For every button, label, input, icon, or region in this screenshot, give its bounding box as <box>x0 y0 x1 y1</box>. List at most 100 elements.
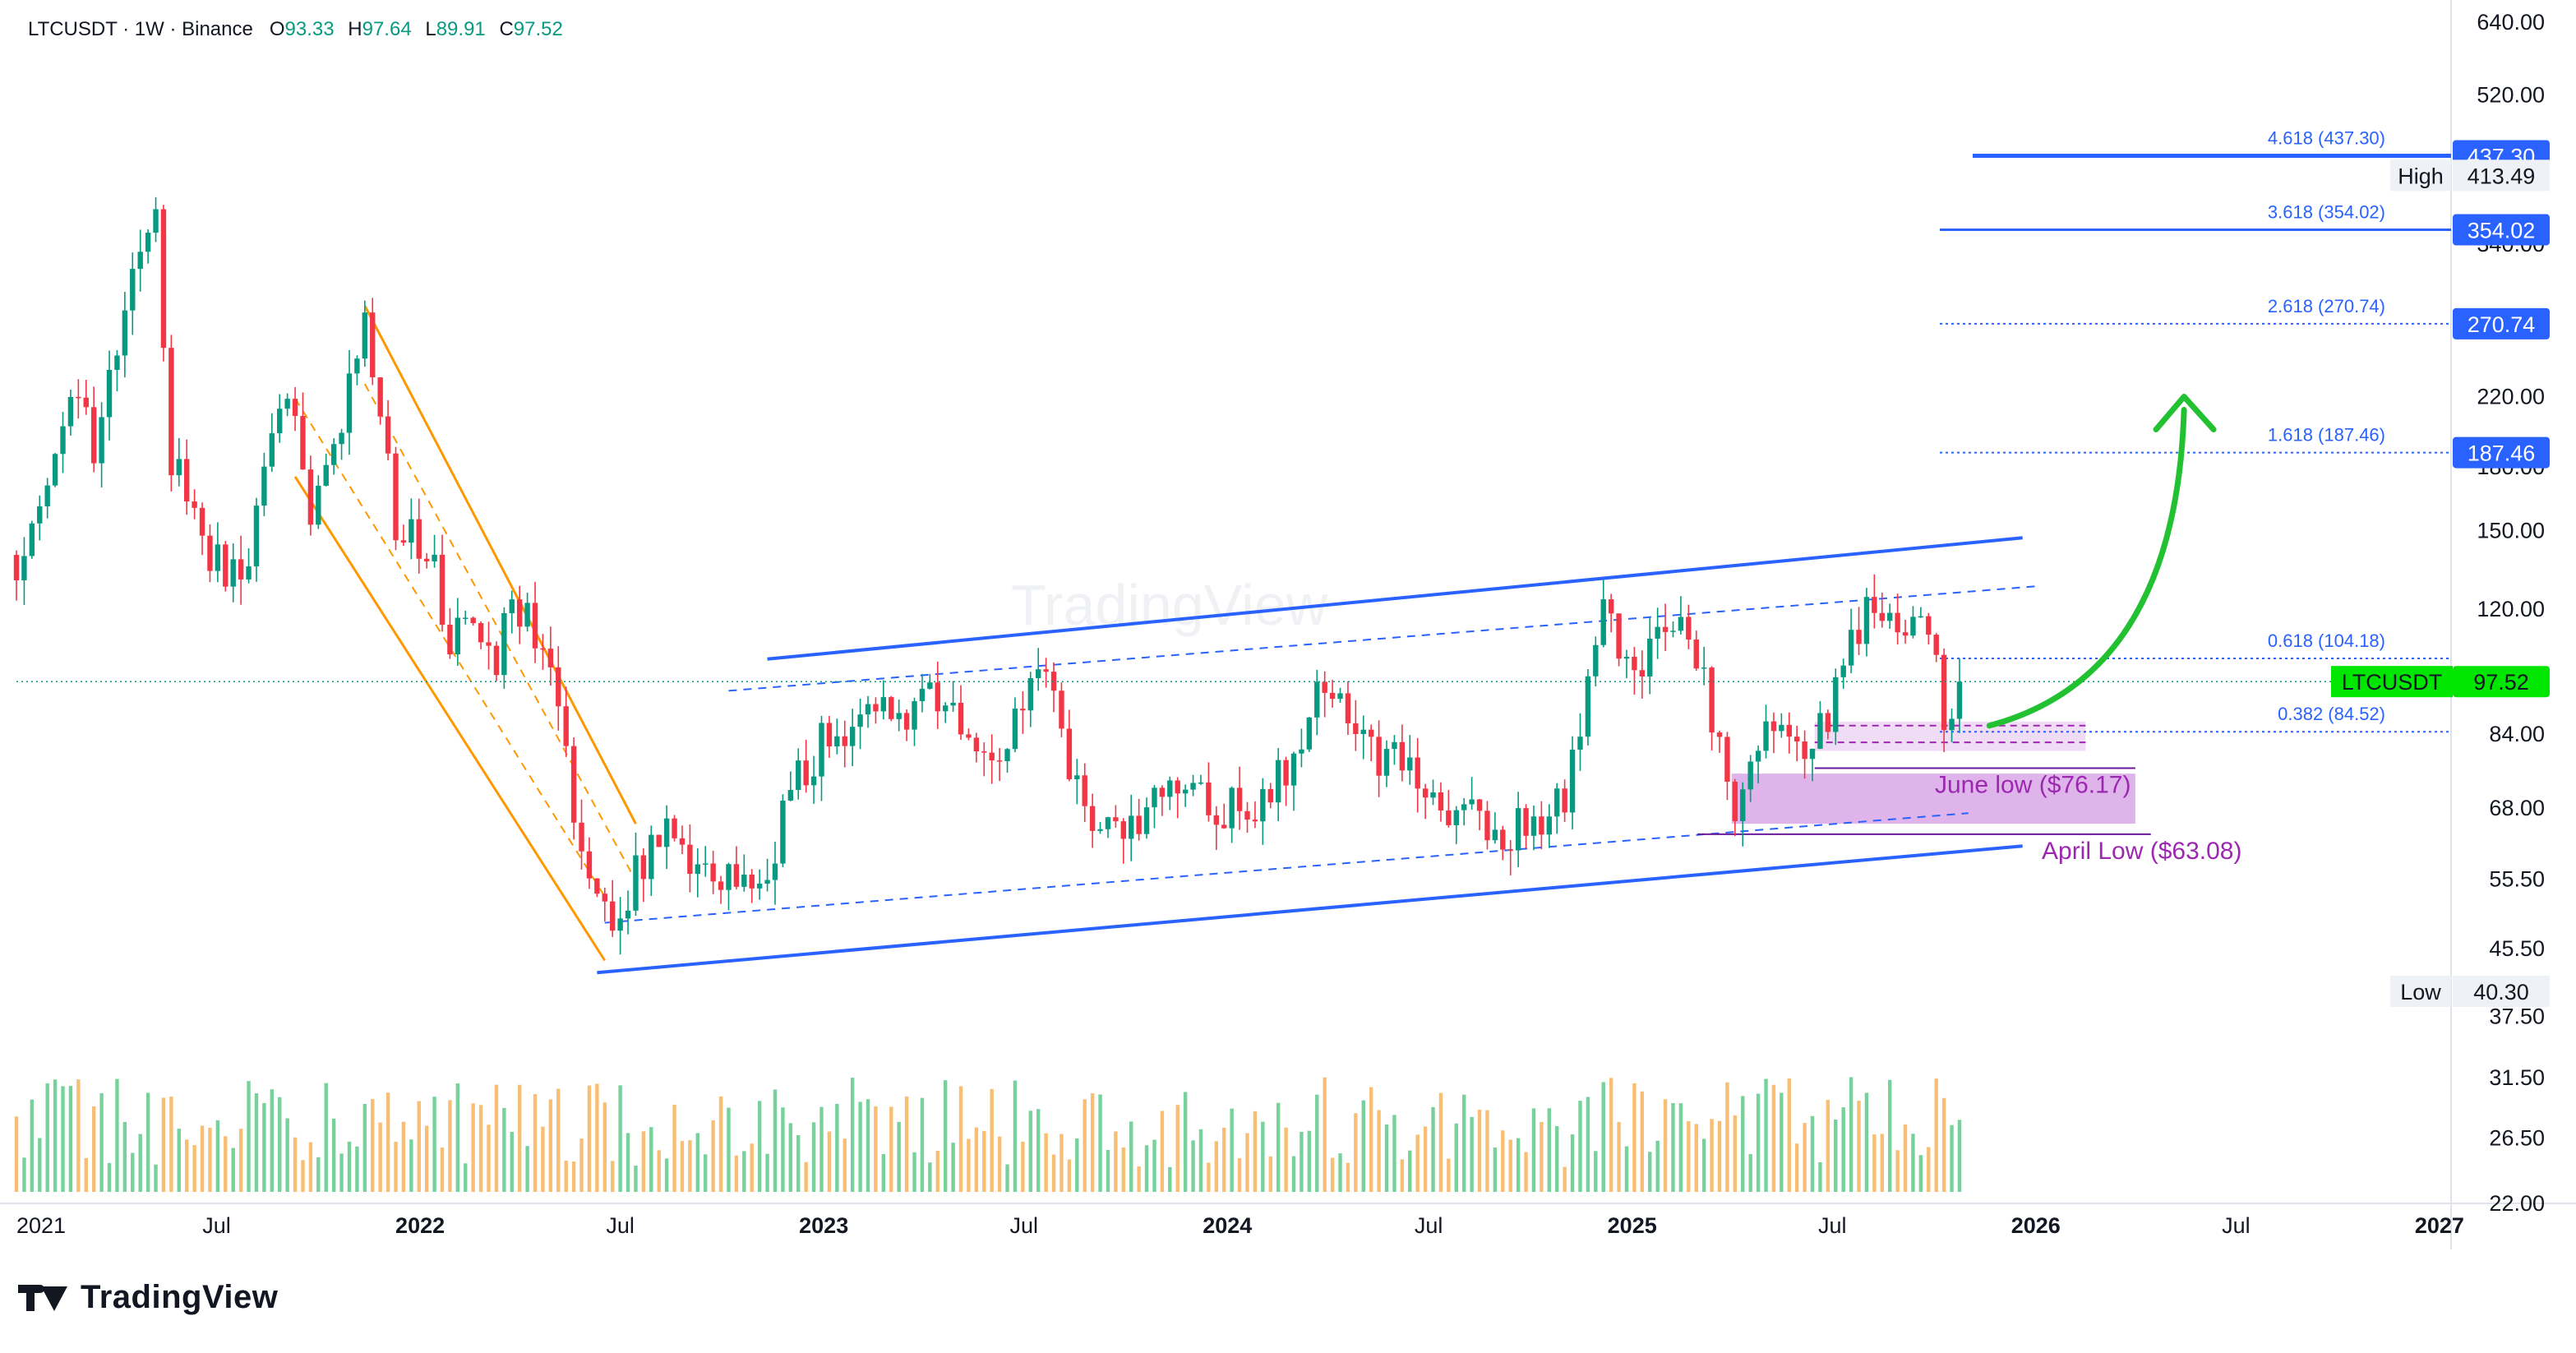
volume-bar <box>161 1097 166 1192</box>
candle-body <box>1392 741 1397 750</box>
volume-bar <box>1392 1115 1396 1192</box>
volume-bar <box>494 1084 499 1192</box>
volume-bar <box>1261 1121 1265 1192</box>
volume-bar <box>145 1092 150 1192</box>
volume-bar <box>409 1139 413 1192</box>
ascending-channel-mid-upper <box>728 585 2036 692</box>
candle-body <box>13 555 20 580</box>
descending-channel-mid <box>363 383 637 881</box>
volume-bar <box>1051 1154 1056 1192</box>
volume-bar <box>440 1147 445 1192</box>
volume-bar <box>224 1136 228 1192</box>
volume-bar <box>1245 1133 1249 1192</box>
candle-body <box>1089 806 1096 831</box>
volume-bar <box>641 1131 646 1192</box>
y-tick-label: 55.50 <box>2489 867 2545 892</box>
x-tick-label: 2026 <box>2011 1213 2061 1238</box>
candle-body <box>1600 599 1606 645</box>
candle-body <box>1198 782 1204 784</box>
price-tag-text: High <box>2398 164 2444 188</box>
candle-body <box>1809 748 1816 760</box>
candle-body <box>346 373 353 433</box>
candle-body <box>579 822 584 852</box>
volume-bar <box>1794 1143 1799 1192</box>
volume-bar <box>1872 1134 1877 1192</box>
volume-bar <box>1849 1077 1854 1192</box>
candle-body <box>1066 728 1073 779</box>
candle-body <box>726 864 732 890</box>
volume-bar <box>1780 1092 1784 1192</box>
volume-bar <box>1021 1141 1025 1192</box>
price-badge <box>2453 159 2550 192</box>
candle-body <box>1724 737 1730 782</box>
volume-bar <box>61 1086 65 1192</box>
candle-body <box>912 701 917 730</box>
price-badge-text: 187.46 <box>2468 441 2536 466</box>
candle-body <box>1353 723 1359 734</box>
volume-bar <box>928 1162 932 1192</box>
volume-bar <box>1307 1130 1312 1192</box>
candle-body <box>1368 729 1374 737</box>
candle-body <box>1655 626 1660 639</box>
volume-bar <box>1152 1139 1156 1192</box>
price-badge-text: 40.30 <box>2473 980 2529 1004</box>
candle-body <box>1012 709 1018 750</box>
candle-body <box>996 760 1003 762</box>
candle-body <box>1190 783 1196 790</box>
candle-body <box>516 599 523 627</box>
volume-bar <box>1516 1138 1521 1192</box>
open-value: 93.33 <box>284 18 335 40</box>
candle-body <box>1539 816 1544 835</box>
y-tick-label: 520.00 <box>2477 83 2545 108</box>
volume-bar <box>502 1107 506 1192</box>
volume-bar <box>185 1139 189 1192</box>
candle-body <box>439 554 445 625</box>
volume-bar <box>1671 1102 1675 1192</box>
candle-body <box>114 355 120 370</box>
volume-bar <box>788 1123 793 1192</box>
candle-body <box>547 649 554 667</box>
volume-bar <box>131 1152 135 1192</box>
volume-bar <box>1423 1126 1428 1192</box>
candle-body <box>1074 775 1080 779</box>
volume-bar <box>1771 1084 1776 1192</box>
tradingview-logo[interactable]: TradingView <box>18 1279 278 1316</box>
candle-body <box>663 818 670 847</box>
ascending-channel-lower <box>597 844 2023 975</box>
volume-bar <box>293 1137 298 1192</box>
volume-bar <box>982 1130 986 1192</box>
candle-body <box>625 910 631 919</box>
volume-bar <box>1284 1127 1288 1192</box>
volume-bar <box>1934 1078 1938 1192</box>
candle-body <box>718 881 724 890</box>
volume-bar <box>1168 1166 1172 1192</box>
volume-bar <box>587 1085 592 1192</box>
volume-bar <box>1764 1078 1768 1192</box>
volume-bar <box>595 1083 599 1192</box>
fib-level-label: 2.618 (270.74) <box>2268 296 2385 316</box>
volume-bar <box>1230 1108 1234 1192</box>
volume-bar <box>1121 1147 1125 1192</box>
volume-bar <box>727 1107 731 1192</box>
y-tick-label: 31.50 <box>2489 1065 2545 1090</box>
volume-bar <box>231 1148 235 1192</box>
candle-body <box>470 617 476 624</box>
volume-bar <box>680 1141 685 1192</box>
candle-body <box>339 432 344 445</box>
volume-bar <box>1222 1127 1226 1192</box>
volume-bar <box>734 1155 739 1192</box>
candle-body <box>1872 597 1877 613</box>
candle-body <box>1709 667 1715 733</box>
candle-body <box>563 706 569 746</box>
price-badge <box>2453 975 2550 1007</box>
volume-bar <box>1098 1094 1102 1192</box>
ascending-channel-upper <box>767 536 2023 661</box>
volume-bar <box>718 1096 723 1192</box>
x-tick-label: 2025 <box>1608 1213 1657 1238</box>
volume-bar <box>1563 1166 1567 1192</box>
candle-body <box>1422 788 1429 798</box>
candle-body <box>230 559 236 587</box>
volume-bar <box>742 1151 746 1192</box>
